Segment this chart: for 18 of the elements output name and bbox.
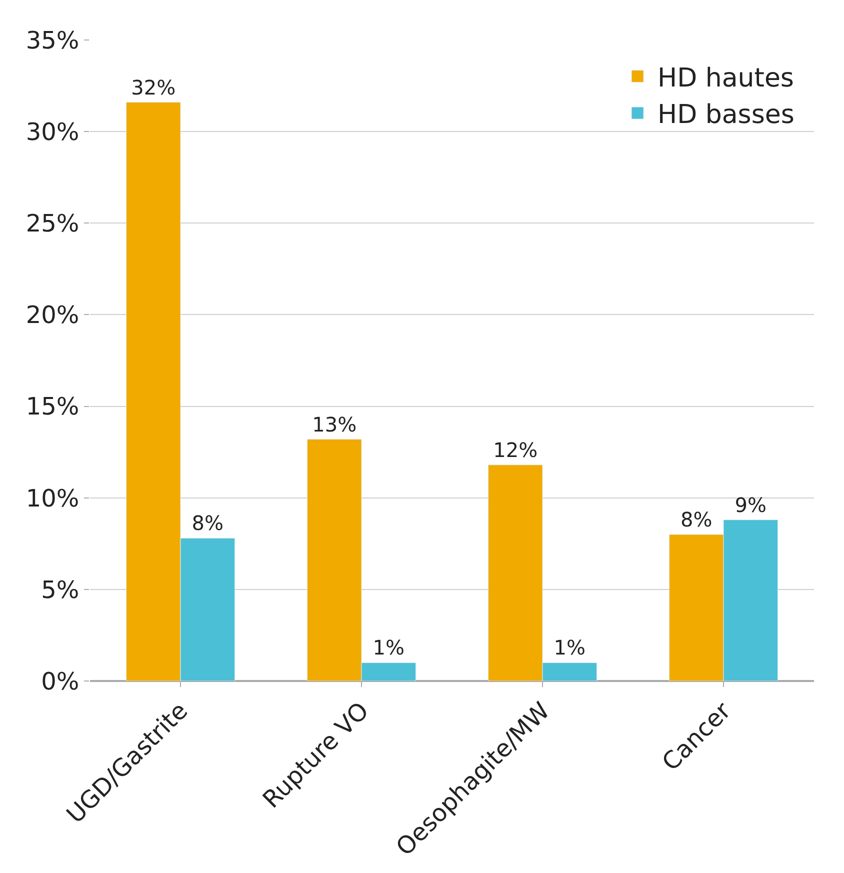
- y-tick-label: 10%: [26, 484, 80, 512]
- data-label: 9%: [734, 492, 767, 517]
- data-label: 8%: [192, 511, 224, 536]
- y-tick-label: 30%: [26, 118, 80, 146]
- y-tick-label: 15%: [26, 392, 80, 421]
- data-label: 32%: [131, 75, 176, 100]
- y-tick-label: 0%: [41, 667, 80, 696]
- data-label: 12%: [493, 438, 538, 462]
- y-tick-label: 5%: [41, 576, 80, 604]
- legend-label: HD basses: [658, 100, 794, 130]
- legend-label: HD hautes: [658, 63, 794, 94]
- y-tick-label: 35%: [26, 26, 80, 54]
- data-label: 1%: [372, 636, 405, 660]
- data-label: 1%: [554, 636, 586, 660]
- y-tick-label: 20%: [26, 301, 80, 330]
- data-label: 13%: [312, 412, 357, 436]
- y-tick-label: 25%: [26, 210, 80, 238]
- data-label: 8%: [680, 507, 712, 532]
